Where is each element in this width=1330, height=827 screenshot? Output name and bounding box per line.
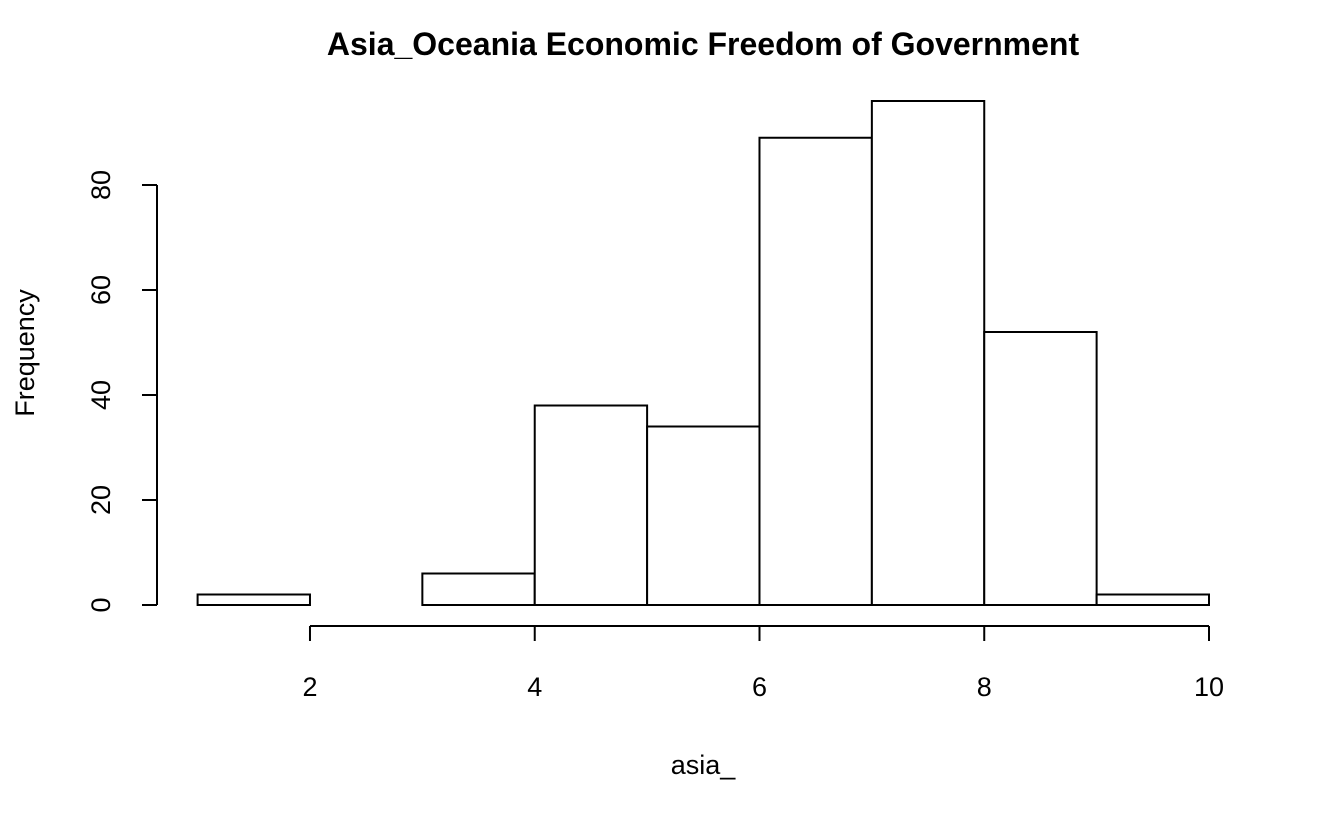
x-tick-label: 8 — [977, 672, 992, 702]
bar — [196, 593, 311, 606]
y-tick-label: 40 — [86, 380, 116, 410]
bar — [983, 331, 1098, 606]
bar — [870, 100, 986, 606]
y-tick-label: 80 — [86, 170, 116, 200]
x-tick-label: 10 — [1194, 672, 1224, 702]
bar — [758, 136, 873, 606]
bar — [646, 425, 761, 606]
x-axis-label: asia_ — [671, 750, 737, 780]
bar — [421, 572, 536, 606]
x-tick-label: 4 — [527, 672, 542, 702]
y-tick-label: 60 — [86, 275, 116, 305]
bar — [533, 404, 649, 606]
x-tick-label: 6 — [752, 672, 767, 702]
bar — [1095, 593, 1210, 606]
y-tick-label: 0 — [86, 597, 116, 612]
y-axis-label: Frequency — [10, 289, 40, 417]
y-tick-label: 20 — [86, 485, 116, 515]
x-tick-label: 2 — [302, 672, 317, 702]
chart-title: Asia_Oceania Economic Freedom of Governm… — [327, 26, 1080, 62]
